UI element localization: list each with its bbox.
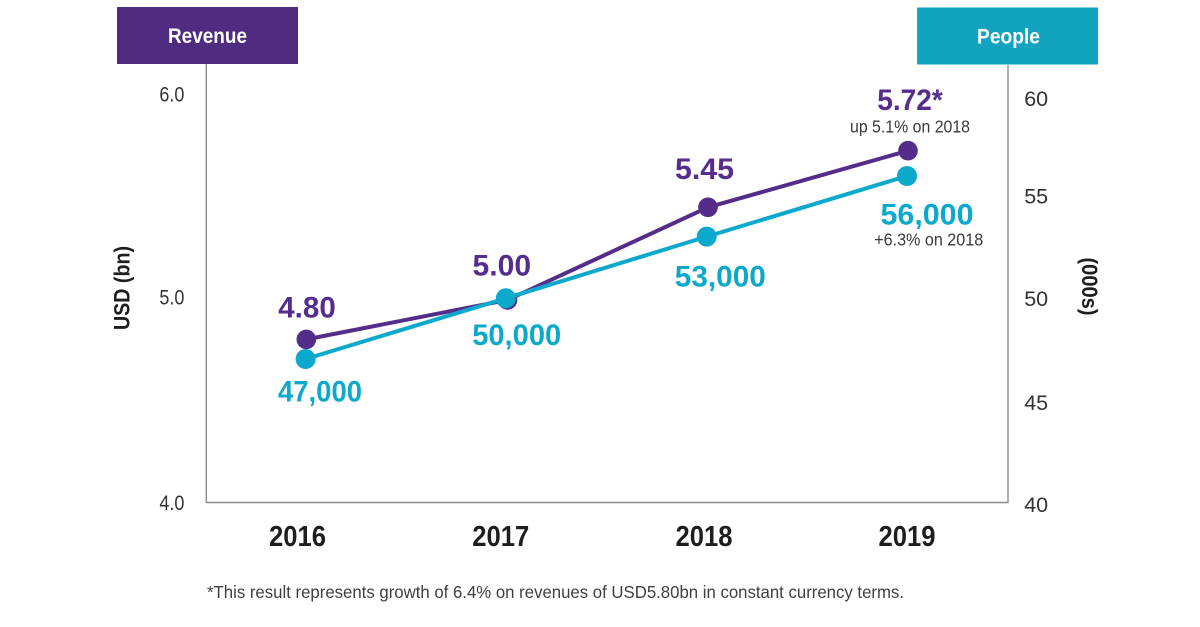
svg-text:47,000: 47,000 xyxy=(278,375,362,408)
svg-text:5.0: 5.0 xyxy=(159,285,184,309)
svg-text:USD (bn): USD (bn) xyxy=(110,246,135,330)
svg-text:5.45: 5.45 xyxy=(675,153,734,186)
svg-text:5.72*: 5.72* xyxy=(877,84,943,117)
svg-text:45: 45 xyxy=(1024,391,1048,415)
svg-text:60: 60 xyxy=(1024,87,1048,111)
svg-text:50: 50 xyxy=(1024,287,1048,311)
svg-text:People: People xyxy=(977,26,1040,49)
svg-text:56,000: 56,000 xyxy=(881,199,974,232)
svg-text:6.0: 6.0 xyxy=(159,83,184,107)
svg-text:53,000: 53,000 xyxy=(675,261,766,294)
svg-text:up 5.1% on 2018: up 5.1% on 2018 xyxy=(850,117,970,137)
svg-text:Revenue: Revenue xyxy=(168,25,247,48)
svg-text:4.80: 4.80 xyxy=(278,291,336,324)
svg-text:2019: 2019 xyxy=(879,521,936,553)
svg-text:5.00: 5.00 xyxy=(473,250,532,283)
svg-text:+6.3% on 2018: +6.3% on 2018 xyxy=(874,229,983,249)
svg-text:50,000: 50,000 xyxy=(472,319,561,352)
svg-text:40: 40 xyxy=(1024,493,1048,517)
svg-text:2017: 2017 xyxy=(472,521,529,553)
svg-text:(000s): (000s) xyxy=(1077,258,1102,316)
svg-text:2016: 2016 xyxy=(269,521,326,553)
svg-text:*This result represents growth: *This result represents growth of 6.4% o… xyxy=(207,582,904,602)
svg-text:55: 55 xyxy=(1024,184,1048,208)
svg-text:4.0: 4.0 xyxy=(159,491,184,515)
svg-text:2018: 2018 xyxy=(676,521,733,553)
